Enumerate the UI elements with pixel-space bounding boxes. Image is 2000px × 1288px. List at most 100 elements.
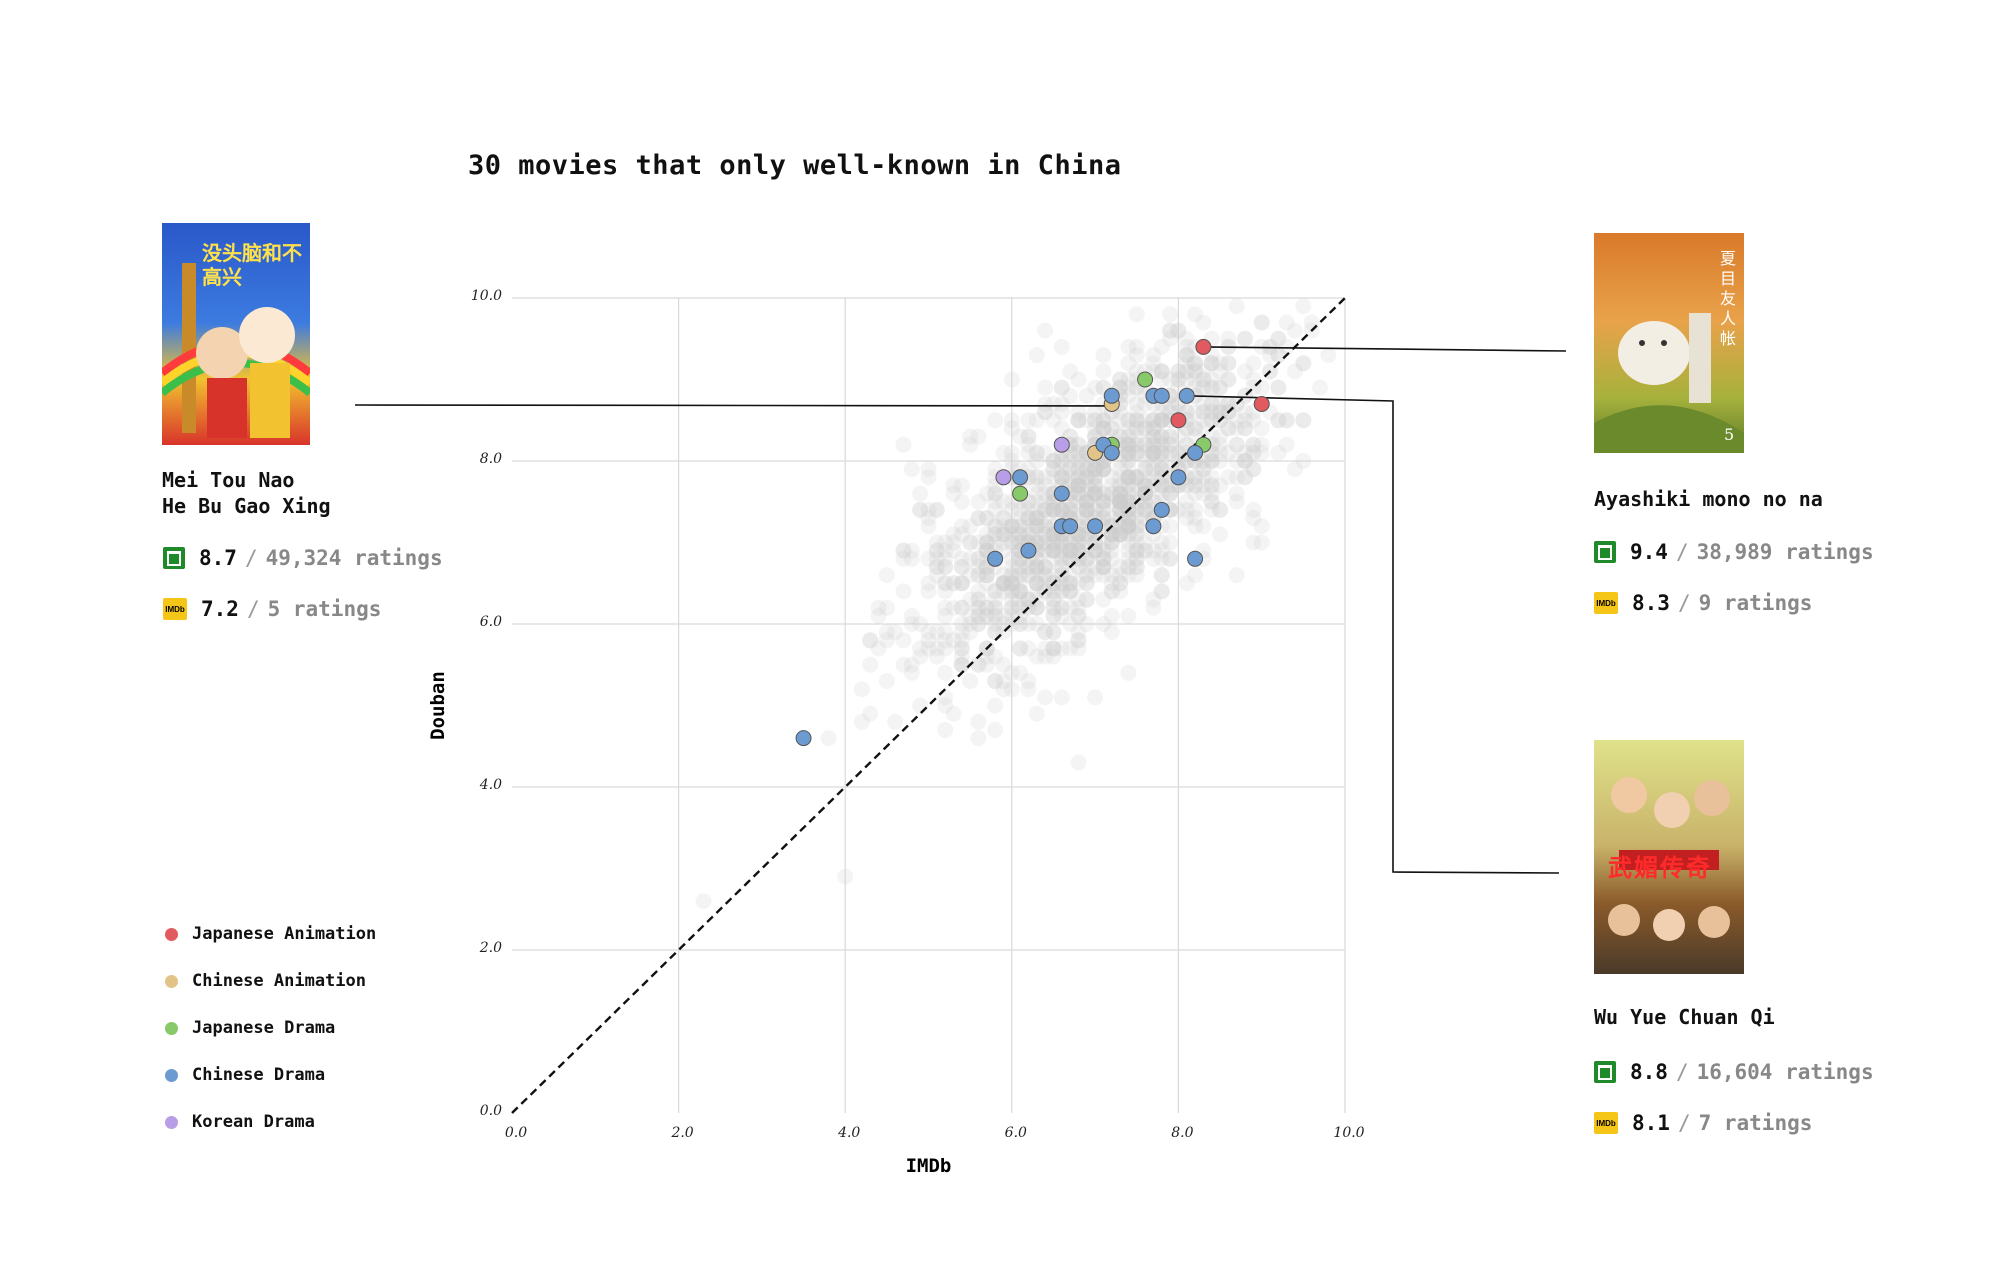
background-point <box>1245 444 1262 461</box>
background-point <box>1053 395 1070 412</box>
point-chinese-drama <box>1145 518 1162 535</box>
background-point <box>1095 461 1112 478</box>
background-point <box>1028 558 1045 575</box>
background-point <box>1295 298 1312 315</box>
background-point <box>1003 518 1020 535</box>
background-point <box>895 550 912 567</box>
background-point <box>987 526 1004 543</box>
background-point <box>1037 575 1054 592</box>
background-point <box>1237 420 1254 437</box>
background-point <box>1095 542 1112 559</box>
background-point <box>1062 469 1079 486</box>
background-point <box>1195 379 1212 396</box>
background-point <box>1103 624 1120 641</box>
background-point <box>1087 461 1104 478</box>
background-point <box>1128 550 1145 567</box>
background-point <box>978 567 995 584</box>
background-point <box>1120 477 1137 494</box>
background-point <box>853 713 870 730</box>
background-point <box>1145 444 1162 461</box>
background-point <box>1070 477 1087 494</box>
background-point <box>962 607 979 624</box>
background-point <box>1020 558 1037 575</box>
x-tick-label: 2.0 <box>670 1125 693 1141</box>
background-point <box>1137 461 1154 478</box>
background-point <box>953 640 970 657</box>
separator: / <box>1675 540 1689 564</box>
background-point <box>1020 501 1037 518</box>
background-point <box>1020 567 1037 584</box>
background-point <box>1162 485 1179 502</box>
background-point <box>1262 347 1279 364</box>
background-point <box>1178 575 1195 592</box>
background-point <box>1245 444 1262 461</box>
background-point <box>1162 428 1179 445</box>
background-point <box>1145 461 1162 478</box>
background-point <box>1220 371 1237 388</box>
background-point <box>987 624 1004 641</box>
background-point <box>1112 469 1129 486</box>
background-point <box>1020 412 1037 429</box>
background-point <box>1095 485 1112 502</box>
background-point <box>1137 436 1154 453</box>
background-point <box>1228 453 1245 469</box>
background-point <box>1062 501 1079 518</box>
background-point <box>1095 363 1112 380</box>
background-point <box>1028 469 1045 486</box>
background-point <box>987 534 1004 551</box>
background-point <box>1028 444 1045 461</box>
background-point <box>1237 330 1254 347</box>
point-chinese-drama <box>1087 518 1104 535</box>
background-point <box>1045 469 1062 486</box>
background-point <box>1095 461 1112 478</box>
background-point <box>1112 567 1129 584</box>
background-point <box>1103 534 1120 551</box>
background-point <box>1112 501 1129 518</box>
background-point <box>895 583 912 600</box>
background-point <box>953 648 970 665</box>
background-point <box>1045 550 1062 567</box>
x-tick-label: 0.0 <box>505 1125 527 1141</box>
background-point <box>1020 428 1037 445</box>
background-point <box>1153 436 1170 453</box>
background-point <box>1120 387 1137 404</box>
background-point <box>1103 567 1120 584</box>
background-point <box>1128 501 1145 518</box>
background-point <box>1003 664 1020 681</box>
background-point <box>912 648 929 665</box>
background-point <box>1003 681 1020 698</box>
background-point <box>1003 607 1020 624</box>
background-point <box>1245 510 1262 527</box>
background-point <box>970 550 987 567</box>
background-point <box>1120 477 1137 494</box>
background-point <box>962 550 979 567</box>
background-point <box>1062 583 1079 600</box>
background-point <box>953 575 970 592</box>
legend-item-japanese-drama: Japanese Drama <box>165 1018 335 1038</box>
background-point <box>1120 493 1137 510</box>
background-point <box>1228 493 1245 510</box>
background-point <box>1003 583 1020 600</box>
highlight-points <box>795 338 1270 747</box>
background-point <box>1078 469 1095 486</box>
background-point <box>1028 493 1045 510</box>
background-point <box>903 461 920 478</box>
background-point <box>1003 567 1020 584</box>
background-point <box>1203 379 1220 396</box>
background-point <box>995 575 1012 592</box>
background-point <box>1053 550 1070 567</box>
background-point <box>1203 453 1220 469</box>
background-point <box>1220 420 1237 437</box>
background-point <box>1178 501 1195 518</box>
background-point <box>1078 469 1095 486</box>
background-point <box>1078 461 1095 478</box>
background-point <box>1145 412 1162 429</box>
background-point <box>1003 591 1020 608</box>
point-chinese-drama <box>1062 518 1079 535</box>
point-chinese-drama <box>1053 485 1070 502</box>
background-point <box>1195 404 1212 421</box>
background-point <box>1203 395 1220 412</box>
douban-score: 8.8 <box>1630 1060 1668 1084</box>
background-point <box>1103 420 1120 437</box>
background-point <box>953 550 970 567</box>
